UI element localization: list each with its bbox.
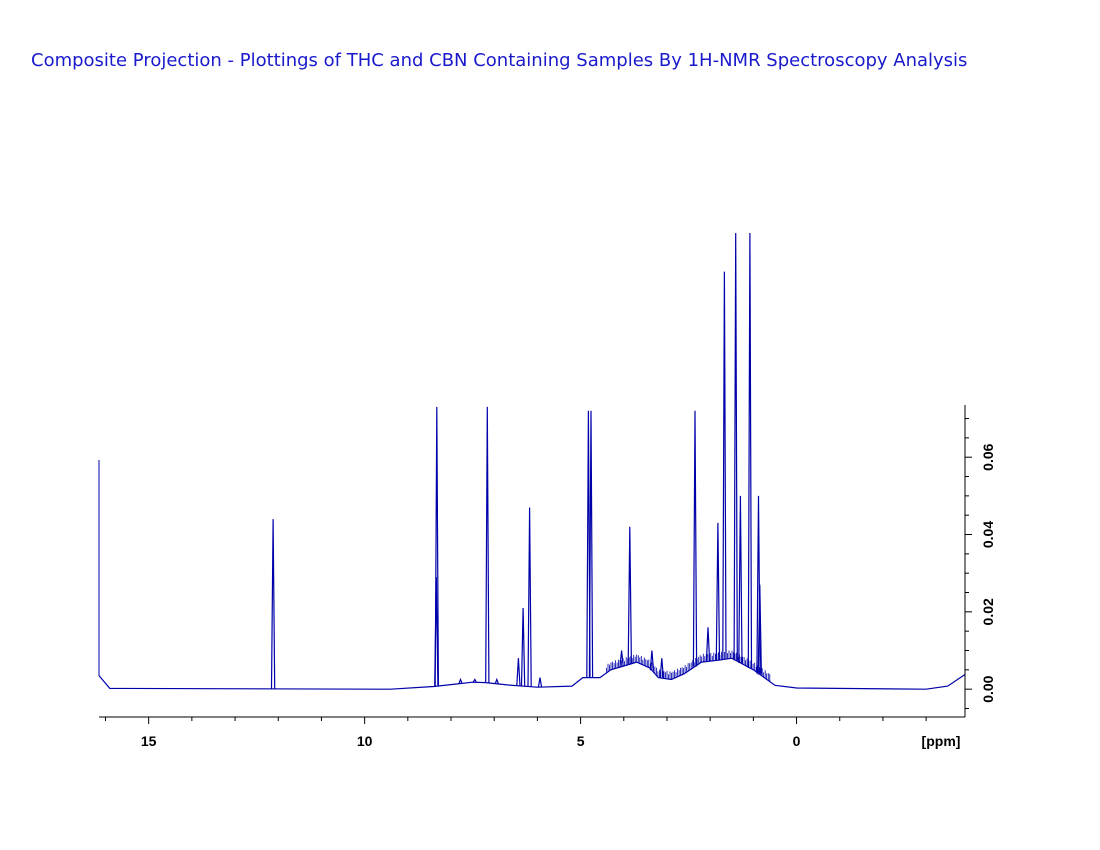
spectrum-baseline xyxy=(98,657,966,690)
spectrum-peak xyxy=(747,232,753,669)
spectrum-peak xyxy=(494,677,499,685)
y-tick-label: 0.04 xyxy=(980,521,996,548)
chart-title: Composite Projection - Plottings of THC … xyxy=(31,50,968,71)
spectrum-peak xyxy=(619,650,624,667)
y-tick-label: 0.02 xyxy=(980,598,996,625)
x-tick-label: 15 xyxy=(141,733,157,749)
spectrum-peak xyxy=(516,658,521,686)
spectrum-peak xyxy=(757,584,762,675)
spectrum-peak xyxy=(705,627,711,662)
spectrum-peak xyxy=(715,522,721,661)
spectrum-peak xyxy=(520,607,526,687)
spectrum-peak xyxy=(485,406,490,683)
spectrum-peak xyxy=(434,576,439,687)
spectrum-peak xyxy=(738,495,743,663)
spectrum-peak xyxy=(458,677,463,684)
spectrum-peak xyxy=(588,410,594,678)
x-axis-label: [ppm] xyxy=(922,733,961,749)
x-tick-label: 10 xyxy=(357,733,373,749)
axes-layer: 15 10 5 0 [ppm] 0.00 0.02 0.04 0.06 xyxy=(99,405,996,749)
spectrum-peak xyxy=(692,410,698,667)
y-tick-label: 0.06 xyxy=(980,443,996,470)
spectrum-peak xyxy=(627,526,632,665)
spectrum-peak xyxy=(537,677,543,688)
spectrum-layer xyxy=(98,232,966,690)
spectrum-peak xyxy=(733,232,738,661)
spectrum-peak xyxy=(722,271,727,660)
y-tick-label: 0.00 xyxy=(980,675,996,702)
spectrum-peak xyxy=(649,650,655,671)
spectrum-peak xyxy=(472,678,477,683)
spectrum-peak xyxy=(270,519,276,689)
x-tick-label: 0 xyxy=(793,733,801,749)
spectrum-peak xyxy=(659,658,664,679)
x-tick-label: 5 xyxy=(577,733,585,749)
spectrum-peak xyxy=(527,507,532,687)
